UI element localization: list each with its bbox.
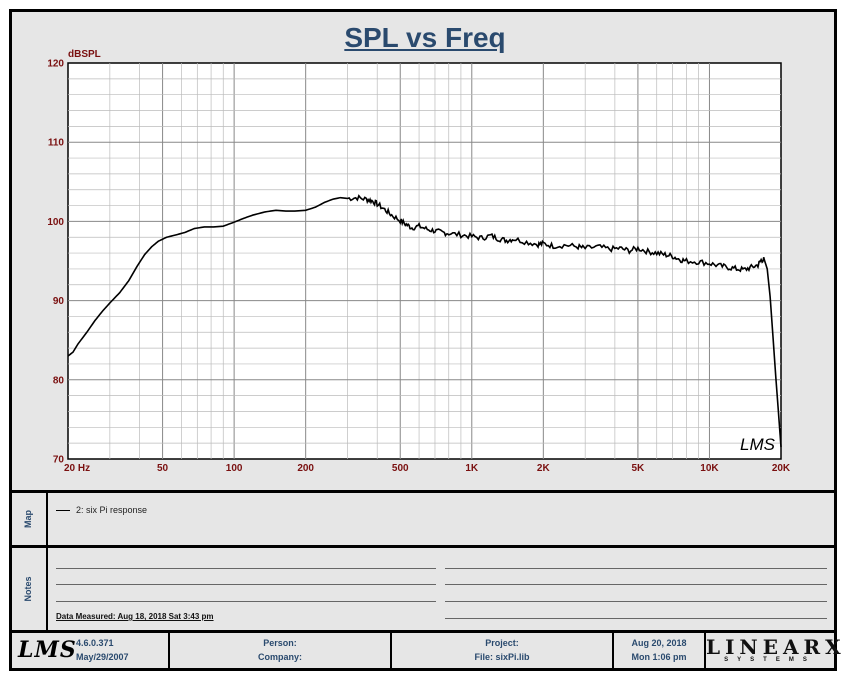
footer-date: Aug 20, 2018 bbox=[631, 638, 687, 648]
x-tick-label: 50 bbox=[157, 463, 169, 474]
separator-footer-top bbox=[10, 630, 836, 633]
y-tick-labels: 70 80 90 100 110 120 bbox=[47, 59, 64, 466]
series-line bbox=[67, 194, 782, 448]
y-axis-unit: dBSPL bbox=[68, 49, 101, 60]
footer-time: Mon 1:06 pm bbox=[631, 652, 687, 662]
data-measured-text: Data Measured: Aug 18, 2018 Sat 3:43 pm bbox=[56, 612, 214, 621]
note-line bbox=[445, 568, 827, 569]
x-tick-label: 100 bbox=[226, 463, 243, 474]
separator-notes-top bbox=[10, 545, 836, 548]
y-tick-label: 110 bbox=[48, 138, 65, 149]
footer-logo-cell: LMS 4.6.0.371 May/29/2007 bbox=[10, 633, 170, 669]
note-line bbox=[445, 601, 827, 602]
project-label: Project: bbox=[485, 638, 519, 648]
map-tab-label: Map bbox=[23, 510, 33, 528]
y-tick-label: 100 bbox=[47, 217, 64, 228]
map-tab: Map bbox=[10, 493, 48, 545]
chart-title: SPL vs Freq bbox=[344, 22, 506, 53]
file-label: File: sixPi.lib bbox=[474, 652, 530, 662]
y-tick-label: 80 bbox=[53, 375, 65, 386]
note-line bbox=[56, 601, 436, 602]
x-tick-label: 2K bbox=[537, 463, 551, 474]
y-tick-label: 90 bbox=[53, 296, 65, 307]
plot-area bbox=[67, 62, 782, 460]
person-label: Person: bbox=[263, 638, 297, 648]
note-line bbox=[445, 584, 827, 585]
legend-label: 2: six Pi response bbox=[76, 505, 148, 515]
footer-person-cell: Person: Company: bbox=[170, 633, 392, 669]
separator-map-top bbox=[10, 490, 836, 493]
notes-tab-label: Notes bbox=[23, 576, 33, 602]
footer-project-cell: Project: File: sixPi.lib bbox=[392, 633, 614, 669]
notes-tab: Notes bbox=[10, 548, 48, 630]
x-tick-label: 500 bbox=[392, 463, 409, 474]
note-line bbox=[56, 584, 436, 585]
y-tick-label: 70 bbox=[53, 455, 65, 466]
x-tick-label: 5K bbox=[632, 463, 646, 474]
x-tick-label: 20K bbox=[772, 463, 791, 474]
version-date: May/29/2007 bbox=[76, 652, 129, 662]
x-tick-label: 20 Hz bbox=[64, 463, 90, 474]
x-tick-label: 1K bbox=[465, 463, 479, 474]
version-text: 4.6.0.371 bbox=[76, 638, 114, 648]
company-label: Company: bbox=[257, 652, 302, 662]
footer-date-cell: Aug 20, 2018 Mon 1:06 pm bbox=[614, 633, 706, 669]
grid bbox=[68, 63, 781, 459]
footer-bar: LMS 4.6.0.371 May/29/2007 Person: Compan… bbox=[10, 633, 846, 669]
legend-entry: 2: six Pi response bbox=[56, 505, 147, 515]
note-line bbox=[445, 618, 827, 619]
x-tick-label: 200 bbox=[297, 463, 314, 474]
x-tick-label: 10K bbox=[700, 463, 719, 474]
systems-logo: SYSTEMS bbox=[724, 657, 816, 663]
y-tick-label: 120 bbox=[47, 59, 64, 70]
x-tick-labels: 20 Hz 50 100 200 500 1K 2K 5K 10K 20K bbox=[64, 463, 791, 474]
linearx-logo: LINEARX bbox=[706, 635, 846, 659]
legend-swatch bbox=[56, 509, 70, 511]
lms-logo: LMS bbox=[18, 637, 77, 663]
lms-watermark: LMS bbox=[740, 435, 776, 454]
note-line bbox=[56, 568, 436, 569]
footer-brand-cell: LINEARX SYSTEMS bbox=[706, 633, 846, 669]
